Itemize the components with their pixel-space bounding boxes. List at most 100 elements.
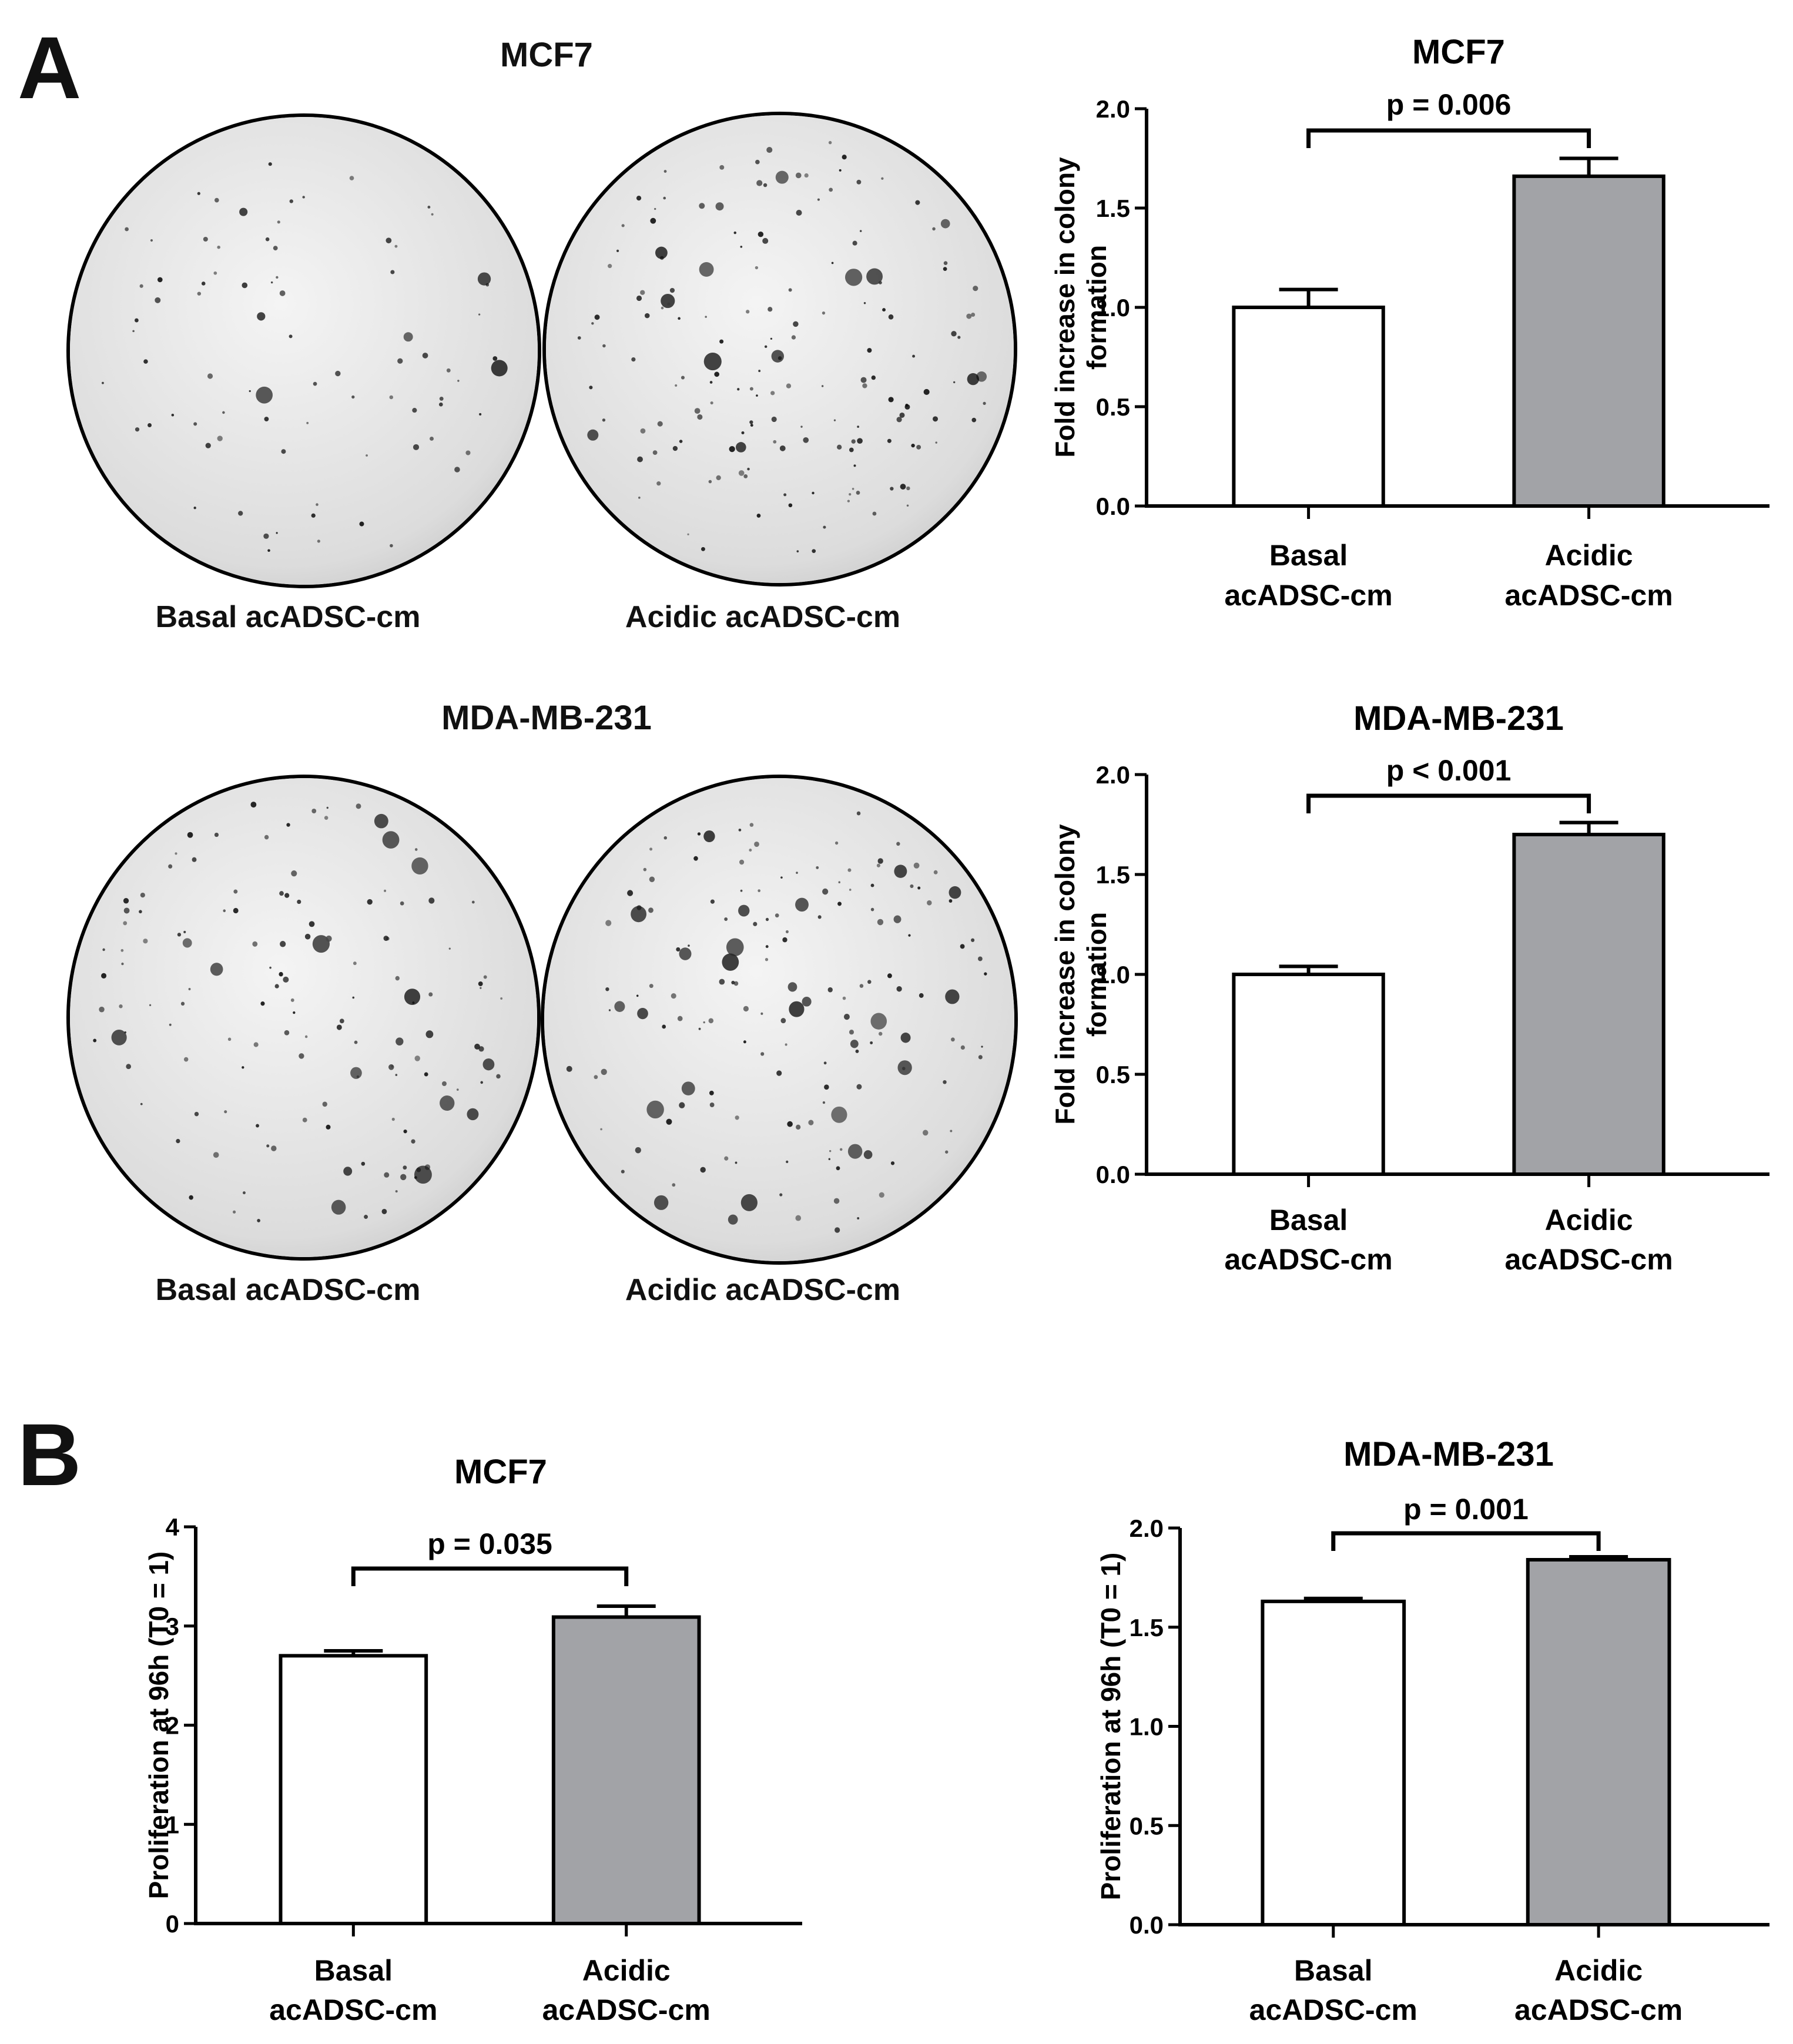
colony xyxy=(796,872,798,874)
colony xyxy=(984,972,987,976)
colony xyxy=(384,889,387,892)
category-label: Acidic xyxy=(1545,539,1633,572)
colony xyxy=(496,1074,501,1079)
colony xyxy=(922,1130,929,1136)
colony xyxy=(900,484,906,490)
colony xyxy=(311,513,316,518)
colony xyxy=(290,998,294,1002)
colony xyxy=(782,937,787,943)
colony xyxy=(284,1030,290,1036)
colony xyxy=(856,1084,862,1090)
colony xyxy=(700,1167,706,1173)
colony xyxy=(480,1081,483,1084)
colony xyxy=(687,533,689,535)
colony xyxy=(710,899,715,904)
y-tick-label: 0.0 xyxy=(1130,1911,1164,1939)
colony xyxy=(411,1139,415,1144)
colony xyxy=(102,948,105,951)
colony xyxy=(896,417,902,423)
colony xyxy=(795,172,802,179)
colony xyxy=(441,1081,447,1087)
colony xyxy=(653,1195,669,1210)
colony xyxy=(786,1160,789,1164)
colony xyxy=(395,1190,398,1193)
category-label: acADSC-cm xyxy=(1249,1993,1417,2026)
colony xyxy=(203,236,208,242)
colony xyxy=(326,935,332,942)
colony xyxy=(740,889,743,892)
colony xyxy=(960,944,965,949)
significance-bracket xyxy=(1331,1531,1601,1551)
colony xyxy=(264,835,269,840)
colony xyxy=(743,1040,746,1044)
colony xyxy=(126,1064,132,1070)
colony xyxy=(479,413,482,416)
colony xyxy=(157,277,163,283)
colony xyxy=(411,857,428,875)
category-label: acADSC-cm xyxy=(542,1993,711,2026)
colony xyxy=(887,438,892,443)
y-axis-label-line: formation xyxy=(1081,245,1112,370)
colony xyxy=(123,898,129,904)
colony xyxy=(403,332,413,342)
colony xyxy=(787,982,797,992)
colony xyxy=(197,291,202,296)
colony xyxy=(978,956,983,961)
colony xyxy=(894,864,907,878)
colony xyxy=(833,419,836,421)
colony xyxy=(831,262,834,264)
colony xyxy=(389,395,394,400)
colony xyxy=(264,417,269,421)
colony xyxy=(828,140,832,145)
colony xyxy=(855,1049,859,1053)
y-tick-label: 4 xyxy=(166,1513,180,1541)
colony xyxy=(945,1150,949,1154)
colony xyxy=(291,870,297,877)
colony xyxy=(649,876,655,883)
colony xyxy=(836,1166,840,1171)
colony xyxy=(276,532,278,534)
colony xyxy=(386,237,392,244)
colony xyxy=(608,264,612,269)
colony xyxy=(672,1183,676,1187)
colony xyxy=(180,1001,185,1006)
colony xyxy=(867,348,872,353)
colony xyxy=(951,1037,955,1042)
colony xyxy=(253,1042,259,1047)
colony xyxy=(857,425,860,428)
colony xyxy=(829,187,833,192)
colony xyxy=(396,1037,404,1046)
colony xyxy=(299,1053,304,1059)
colony xyxy=(270,281,273,284)
category-label: acADSC-cm xyxy=(269,1993,437,2026)
colony xyxy=(654,207,656,210)
colony xyxy=(709,1090,714,1095)
colony xyxy=(616,249,619,253)
colony xyxy=(949,886,961,899)
colony xyxy=(870,1013,887,1030)
colony xyxy=(123,921,128,926)
colony xyxy=(863,302,866,304)
colony xyxy=(703,353,722,371)
colony xyxy=(697,832,701,836)
colony xyxy=(882,308,886,312)
colony xyxy=(953,381,956,384)
y-tick-label: 2 xyxy=(166,1712,179,1740)
colony xyxy=(844,269,863,286)
colony xyxy=(849,447,854,453)
colony xyxy=(655,246,668,259)
colony xyxy=(197,192,200,195)
colony xyxy=(636,295,642,301)
colony xyxy=(735,442,746,453)
colony xyxy=(785,930,789,934)
colony xyxy=(701,547,705,551)
colony xyxy=(877,919,884,926)
colony xyxy=(366,454,368,457)
colony xyxy=(608,1009,611,1011)
colony xyxy=(724,917,728,922)
colony xyxy=(93,1038,97,1043)
colony xyxy=(740,246,743,248)
dish-background xyxy=(70,778,537,1257)
colony xyxy=(304,933,311,940)
colony xyxy=(446,368,451,373)
